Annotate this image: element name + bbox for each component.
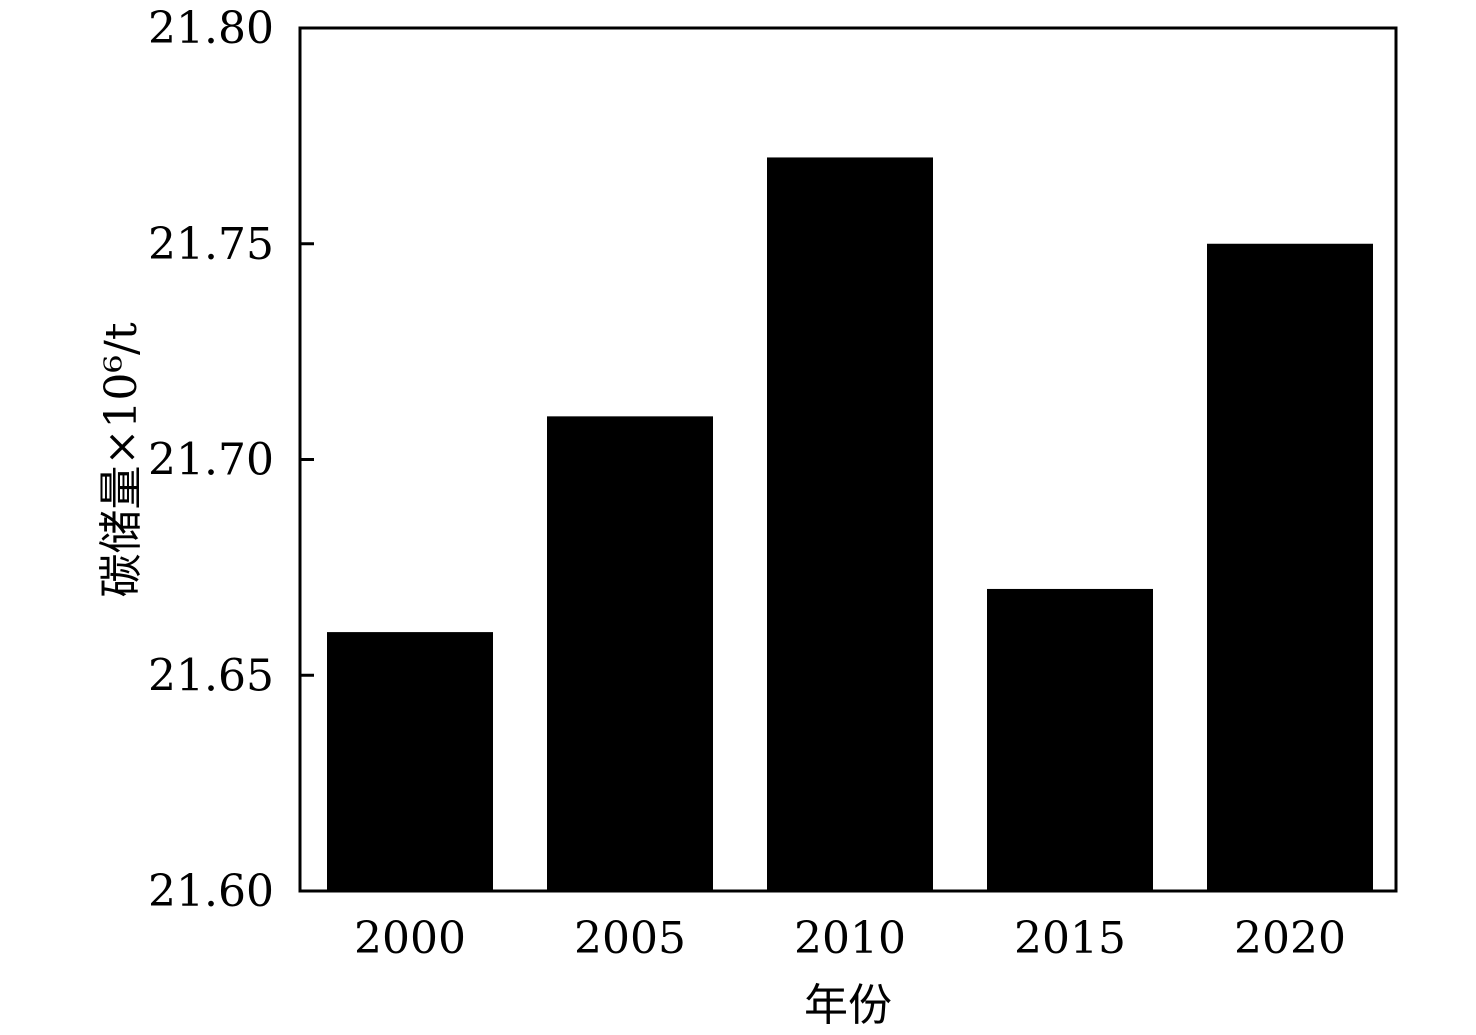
bar-2010 [767, 157, 933, 891]
x-tick-label: 2000 [354, 913, 466, 964]
bars-group [327, 157, 1373, 891]
x-tick-label: 2020 [1234, 913, 1346, 964]
y-axis: 21.60 21.65 21.70 21.75 21.80 [148, 3, 314, 917]
y-tick-label: 21.80 [148, 3, 274, 54]
bar-2005 [547, 416, 713, 891]
y-tick-label: 21.60 [148, 866, 274, 917]
y-axis-label: 碳储量×10⁶/t [96, 322, 147, 597]
y-tick-label: 21.65 [148, 650, 274, 701]
x-axis: 2000 2005 2010 2015 2020 [354, 913, 1346, 964]
y-tick-label: 21.70 [148, 435, 274, 486]
x-axis-label: 年份 [804, 980, 892, 1031]
bar-2015 [987, 588, 1153, 891]
x-tick-label: 2005 [574, 913, 686, 964]
bar-2020 [1207, 243, 1373, 891]
x-tick-label: 2010 [794, 913, 906, 964]
bar-2000 [327, 632, 493, 891]
y-tick-label: 21.75 [148, 219, 274, 270]
x-tick-label: 2015 [1014, 913, 1126, 964]
